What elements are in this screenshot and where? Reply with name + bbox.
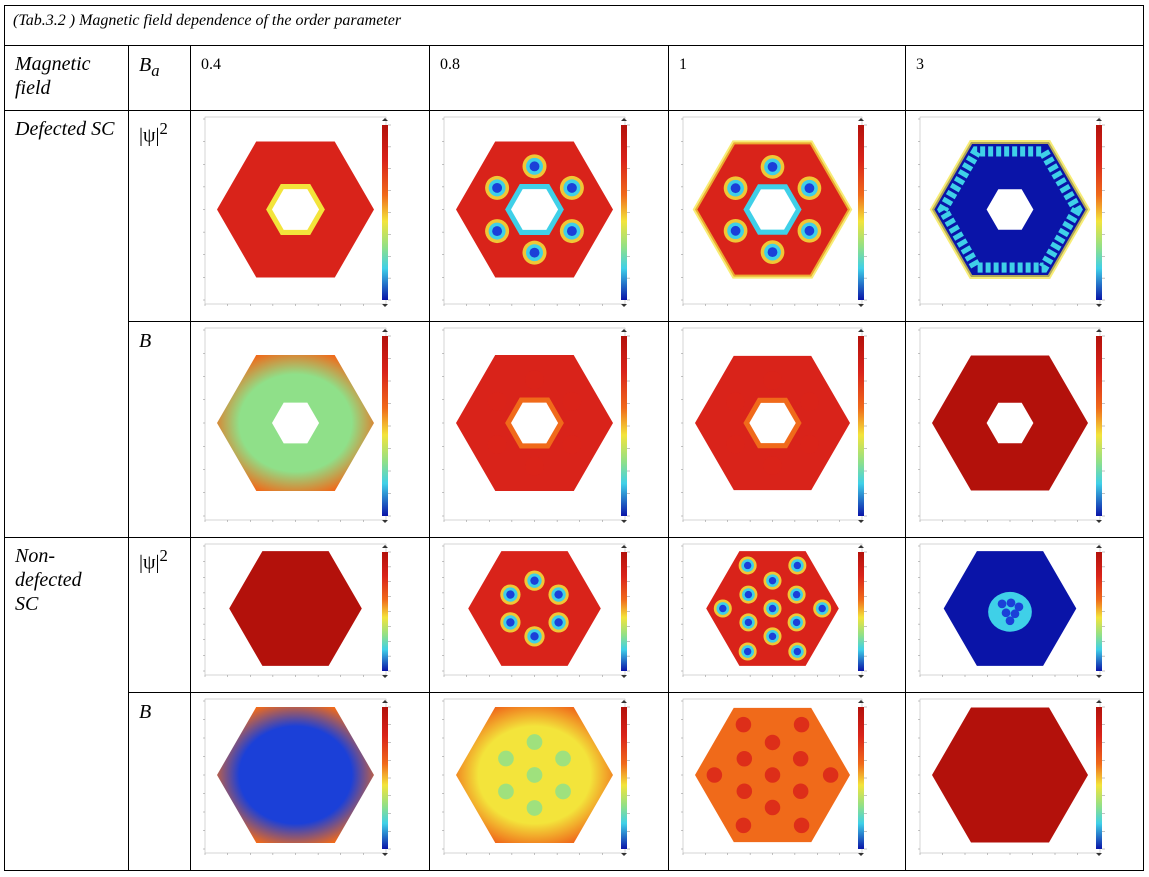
nd-psi-1-heatmap xyxy=(442,543,630,678)
colorbar xyxy=(621,125,627,300)
colorbar xyxy=(621,552,627,671)
colorbar xyxy=(1096,125,1102,300)
row-label-magnetic-field: Magnetic field xyxy=(4,45,129,111)
nd-psi-0-heatmap xyxy=(203,543,391,678)
nd-b-3-heatmap xyxy=(918,698,1105,856)
colorbar xyxy=(1096,707,1102,849)
group-label-defected: Defected SC xyxy=(4,110,129,538)
quantity-psi: |ψ|2 xyxy=(128,537,191,693)
quantity-psi: |ψ|2 xyxy=(128,110,191,322)
plot-def-psi-0 xyxy=(190,110,430,322)
colorbar xyxy=(1096,552,1102,671)
field-value-3: 3 xyxy=(905,45,1144,111)
plot-nd-b-3 xyxy=(905,692,1144,871)
plot-nd-psi-1 xyxy=(429,537,669,693)
hexagon-sample xyxy=(468,551,601,666)
plot-nd-b-2 xyxy=(668,692,906,871)
def-psi-0-heatmap xyxy=(203,116,391,307)
colorbar xyxy=(382,552,388,671)
plot-nd-b-0 xyxy=(190,692,430,871)
table-caption: (Tab.3.2 ) Magnetic field dependence of … xyxy=(4,5,1144,46)
plot-def-b-1 xyxy=(429,321,669,538)
plot-def-b-2 xyxy=(668,321,906,538)
field-value-2: 1 xyxy=(668,45,906,111)
results-table: (Tab.3.2 ) Magnetic field dependence of … xyxy=(4,5,1144,871)
colorbar xyxy=(382,336,388,516)
colorbar xyxy=(858,125,864,300)
plot-def-b-0 xyxy=(190,321,430,538)
field-value-0: 0.4 xyxy=(190,45,430,111)
field-symbol: Ba xyxy=(128,45,191,111)
colorbar xyxy=(382,707,388,849)
nd-psi-2-heatmap xyxy=(681,543,867,678)
plot-nd-psi-2 xyxy=(668,537,906,693)
colorbar xyxy=(621,707,627,849)
colorbar xyxy=(858,336,864,516)
plot-def-psi-3 xyxy=(905,110,1144,322)
plot-nd-psi-3 xyxy=(905,537,1144,693)
plot-def-psi-2 xyxy=(668,110,906,322)
plot-nd-psi-0 xyxy=(190,537,430,693)
plot-def-b-3 xyxy=(905,321,1144,538)
nd-b-0-heatmap xyxy=(203,698,391,856)
def-b-1-heatmap xyxy=(442,327,630,523)
def-b-2-heatmap xyxy=(681,327,867,523)
colorbar xyxy=(621,336,627,516)
plot-def-psi-1 xyxy=(429,110,669,322)
colorbar xyxy=(858,552,864,671)
def-b-0-heatmap xyxy=(203,327,391,523)
colorbar xyxy=(1096,336,1102,516)
hexagon-sample xyxy=(229,551,362,666)
colorbar xyxy=(382,125,388,300)
def-psi-2-heatmap xyxy=(681,116,867,307)
nd-psi-3-heatmap xyxy=(918,543,1105,678)
hexagon-sample xyxy=(217,707,374,843)
nd-b-1-heatmap xyxy=(442,698,630,856)
quantity-b: B xyxy=(128,692,191,871)
def-psi-1-heatmap xyxy=(442,116,630,307)
field-value-1: 0.8 xyxy=(429,45,669,111)
nd-b-2-heatmap xyxy=(681,698,867,856)
plot-nd-b-1 xyxy=(429,692,669,871)
hexagon-sample xyxy=(932,707,1088,843)
group-label-non-defected: Non-defected SC xyxy=(4,537,129,871)
def-b-3-heatmap xyxy=(918,327,1105,523)
colorbar xyxy=(858,707,864,849)
def-psi-3-heatmap xyxy=(918,116,1105,307)
quantity-b: B xyxy=(128,321,191,538)
